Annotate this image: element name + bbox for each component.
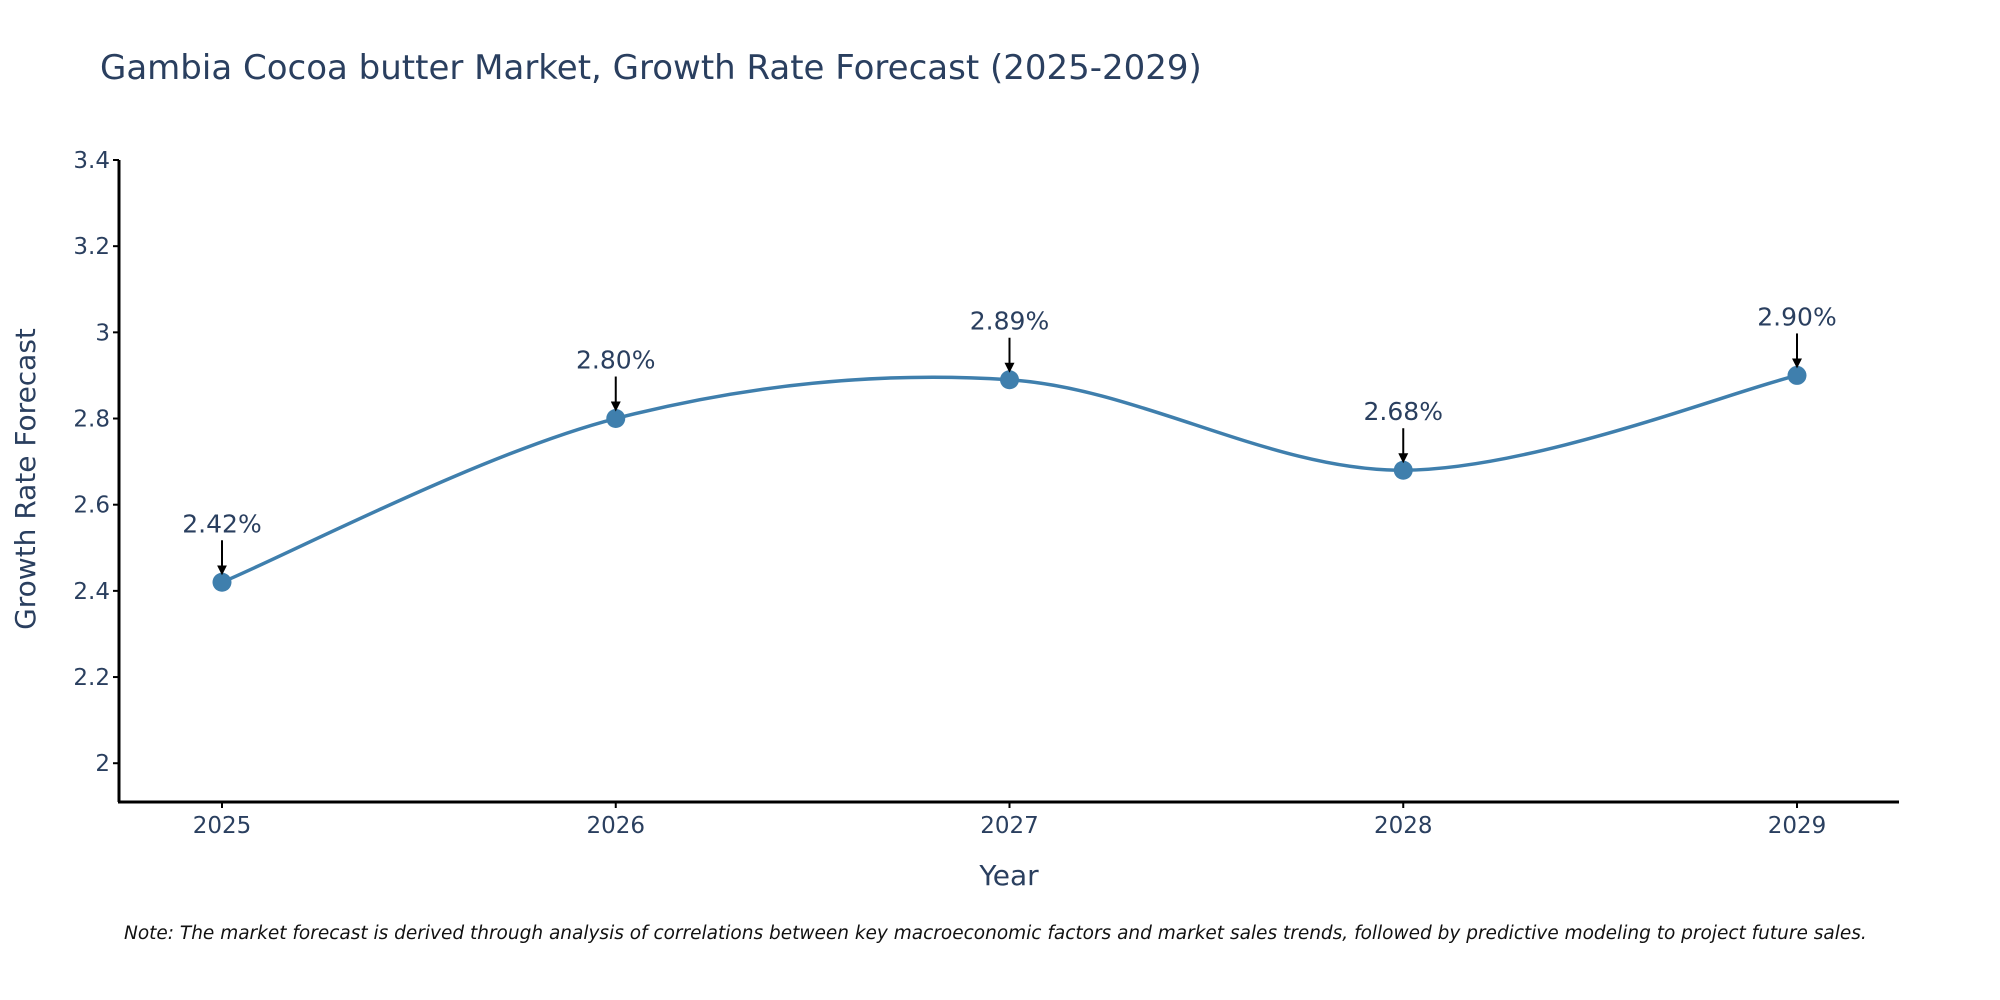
x-tick-label: 2026 [586, 813, 645, 839]
x-tick-label: 2025 [193, 813, 252, 839]
data-label: 2.68% [1364, 397, 1443, 426]
series-line [221, 373, 1798, 584]
data-label: 2.80% [576, 346, 655, 375]
chart-title: Gambia Cocoa butter Market, Growth Rate … [100, 48, 1202, 88]
data-annotations: 2.42% 2.80% 2.89% 2.68% 2.90% [182, 302, 1837, 576]
y-tick-label: 3.4 [73, 148, 110, 174]
data-point-2027 [1000, 370, 1019, 390]
y-tick-label: 2.4 [73, 579, 110, 605]
x-tick-label: 2028 [1374, 813, 1433, 839]
y-tick-label: 2.6 [73, 493, 110, 519]
data-label: 2.89% [970, 307, 1049, 336]
y-tick-label: 2 [95, 751, 110, 777]
y-tick-label: 2.2 [73, 665, 110, 691]
data-point-2026 [606, 409, 626, 429]
x-tick-label: 2027 [980, 813, 1039, 839]
data-markers [212, 365, 1807, 592]
y-tick-label: 3 [95, 320, 110, 346]
data-label: 2.42% [182, 509, 261, 538]
data-label: 2.90% [1757, 302, 1836, 331]
data-point-2025 [212, 572, 232, 592]
y-tick-labels: 2 2.2 2.4 2.6 2.8 3 3.2 3.4 [73, 148, 119, 777]
x-tick-label: 2029 [1768, 813, 1827, 839]
x-tick-labels: 2025 2026 2027 2028 2029 [193, 802, 1827, 839]
forecast-note: Note: The market forecast is derived thr… [124, 923, 1867, 944]
y-tick-label: 3.2 [73, 234, 110, 260]
y-axis-title: Growth Rate Forecast [9, 328, 42, 630]
data-point-2029 [1787, 365, 1807, 385]
x-axis-title: Year [978, 859, 1039, 892]
y-tick-label: 2.8 [73, 407, 110, 433]
data-point-2028 [1393, 460, 1413, 480]
